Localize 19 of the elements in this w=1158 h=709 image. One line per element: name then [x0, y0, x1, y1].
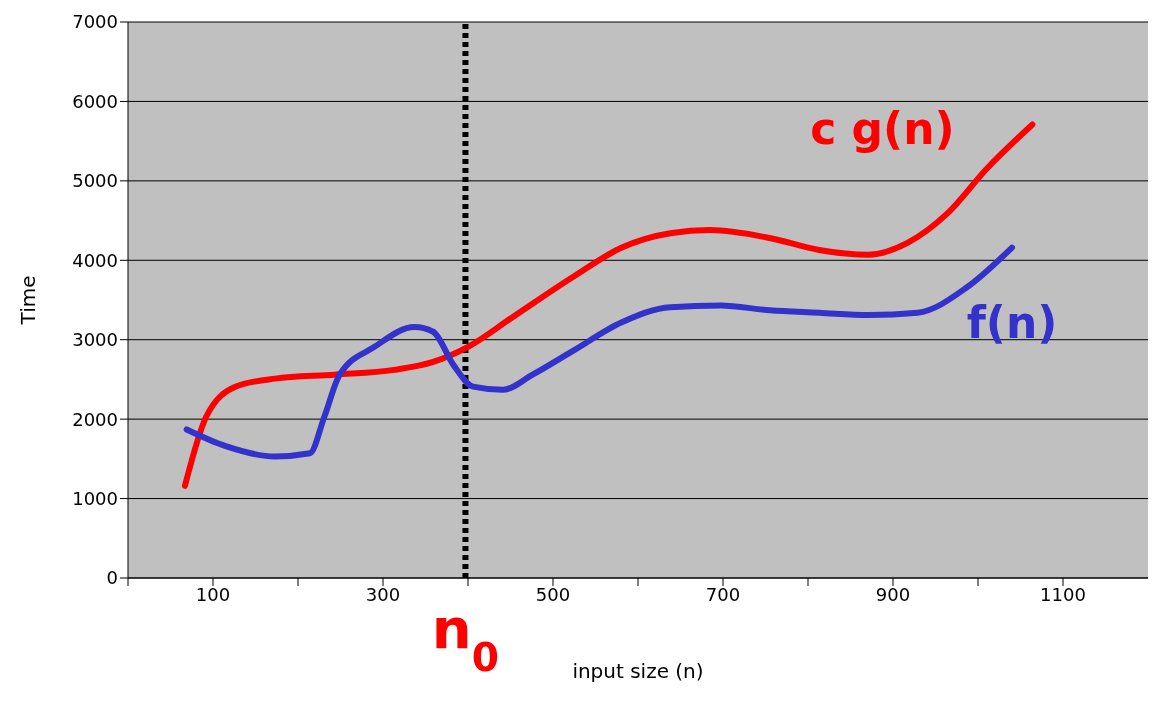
x-tick-label: 900 [875, 583, 911, 605]
series-label: c g(n) [810, 103, 955, 155]
y-axis-title: Time [16, 275, 41, 326]
x-tick-label: 300 [365, 583, 401, 605]
y-tick-label: 4000 [72, 249, 118, 271]
y-tick-label: 3000 [72, 329, 118, 351]
y-tick-label: 2000 [72, 408, 118, 430]
y-tick-label: 0 [106, 567, 118, 589]
ref-line-label: n$_{0}$ [431, 596, 500, 680]
x-tick-label: 500 [535, 583, 571, 605]
y-tick-label: 5000 [72, 170, 118, 192]
series-label: f(n) [966, 296, 1058, 348]
x-tick-label: 700 [705, 583, 741, 605]
y-tick-label: 1000 [72, 487, 118, 509]
y-tick-label: 7000 [72, 11, 118, 33]
x-axis-title: input size (n) [572, 659, 704, 683]
x-tick-label: 100 [195, 583, 231, 605]
y-tick-label: 6000 [72, 90, 118, 112]
x-tick-label: 1100 [1040, 583, 1086, 605]
